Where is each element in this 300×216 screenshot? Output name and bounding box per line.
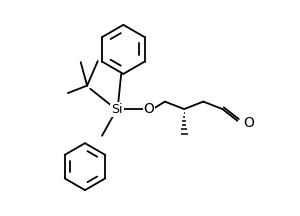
Text: Si: Si bbox=[111, 103, 123, 116]
Text: O: O bbox=[143, 102, 155, 116]
Text: O: O bbox=[243, 116, 254, 130]
